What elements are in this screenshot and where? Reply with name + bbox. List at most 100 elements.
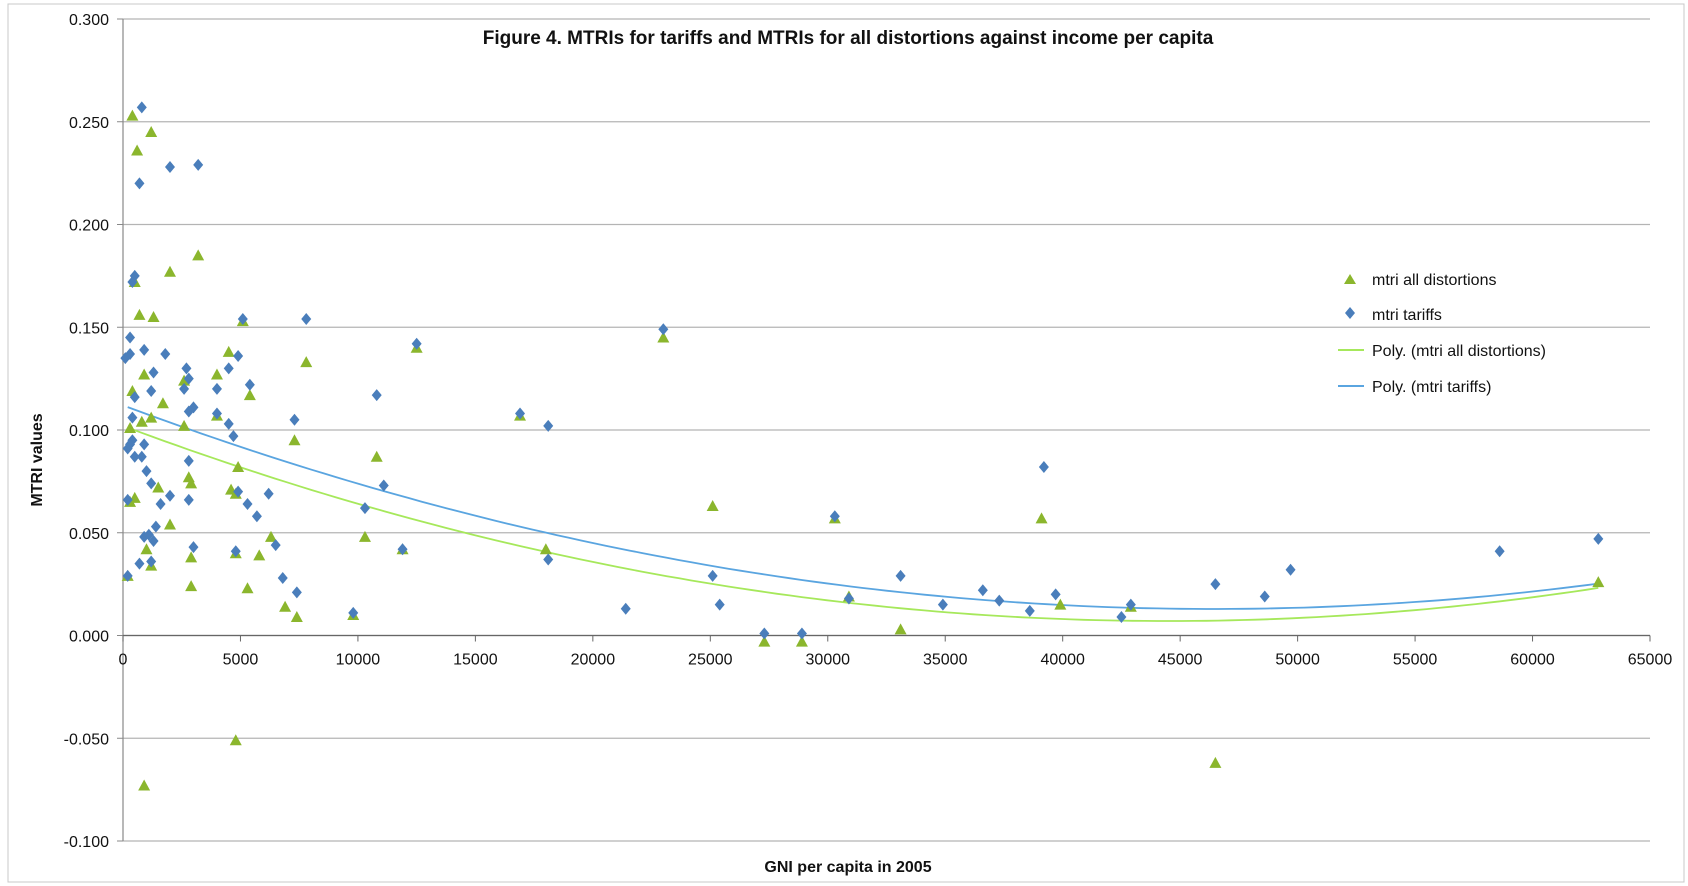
x-tick-label: 15000: [453, 652, 498, 669]
legend-label-all-distortions: mtri all distortions: [1372, 272, 1496, 289]
point-all-distortions: [1209, 756, 1222, 768]
point-tariffs: [164, 160, 175, 173]
trendline-tariffs: [127, 406, 1599, 610]
point-tariffs: [183, 372, 194, 385]
point-all-distortions: [1035, 512, 1048, 524]
chart-frame: [7, 3, 1685, 883]
point-tariffs: [181, 362, 192, 375]
point-all-distortions: [265, 530, 278, 542]
point-tariffs: [233, 350, 244, 363]
point-tariffs: [139, 438, 150, 451]
point-tariffs: [1259, 590, 1270, 603]
point-all-distortions: [185, 477, 198, 489]
point-tariffs: [1210, 578, 1221, 591]
point-all-distortions: [795, 635, 808, 647]
point-tariffs: [895, 569, 906, 582]
point-all-distortions: [1592, 576, 1605, 588]
point-tariffs: [129, 391, 140, 404]
legend-label-tariffs: mtri tariffs: [1372, 307, 1442, 324]
point-tariffs: [160, 347, 171, 360]
point-all-distortions: [185, 551, 198, 563]
point-tariffs: [348, 606, 359, 619]
point-all-distortions: [145, 126, 158, 138]
point-tariffs: [277, 571, 288, 584]
point-tariffs: [658, 323, 669, 336]
point-all-distortions: [1054, 598, 1067, 610]
y-tick-label: 0.100: [69, 423, 109, 440]
point-tariffs: [141, 465, 152, 478]
legend-label-poly-all: Poly. (mtri all distortions): [1372, 343, 1546, 360]
point-tariffs: [244, 378, 255, 391]
y-tick-label: 0.000: [69, 629, 109, 646]
point-tariffs: [223, 362, 234, 375]
point-tariffs: [291, 586, 302, 599]
point-tariffs: [233, 485, 244, 498]
point-all-distortions: [539, 543, 552, 555]
point-tariffs: [707, 569, 718, 582]
point-tariffs: [125, 347, 136, 360]
point-tariffs: [193, 158, 204, 171]
legend-marker-all-distortions-triangle: [1344, 274, 1356, 284]
point-tariffs: [230, 545, 241, 558]
y-tick-label: 0.200: [69, 218, 109, 235]
point-tariffs: [237, 313, 248, 326]
point-all-distortions: [138, 368, 151, 380]
point-tariffs: [136, 450, 147, 463]
point-tariffs: [125, 438, 136, 451]
point-tariffs: [228, 430, 239, 443]
point-tariffs: [977, 584, 988, 597]
y-axis-label: MTRI values: [29, 413, 46, 506]
point-tariffs: [515, 407, 526, 420]
data-points: [120, 101, 1605, 791]
point-all-distortions: [894, 623, 907, 635]
point-all-distortions: [131, 144, 144, 156]
point-tariffs: [127, 411, 138, 424]
point-tariffs: [122, 569, 133, 582]
x-tick-label: 55000: [1393, 652, 1438, 669]
x-tick-label: 45000: [1158, 652, 1203, 669]
point-tariffs: [122, 493, 133, 506]
point-all-distortions: [290, 611, 303, 623]
point-all-distortions: [133, 308, 146, 320]
point-tariffs: [1494, 545, 1505, 558]
point-all-distortions: [300, 356, 313, 368]
point-tariffs: [125, 331, 136, 344]
point-all-distortions: [288, 434, 301, 446]
y-tick-label: 0.300: [69, 12, 109, 29]
x-tick-label: 10000: [336, 652, 381, 669]
point-all-distortions: [370, 450, 383, 462]
x-tick-label: 0: [119, 652, 128, 669]
legend-label-poly-tariffs: Poly. (mtri tariffs): [1372, 379, 1491, 396]
point-tariffs: [188, 401, 199, 414]
point-all-distortions: [253, 549, 266, 561]
point-tariffs: [211, 382, 222, 395]
x-axis-label: GNI per capita in 2005: [764, 859, 931, 876]
point-tariffs: [270, 539, 281, 552]
point-tariffs: [843, 592, 854, 605]
point-all-distortions: [124, 421, 137, 433]
y-tick-label: -0.100: [64, 834, 109, 851]
point-all-distortions: [138, 779, 151, 791]
point-tariffs: [359, 502, 370, 515]
x-tick-label: 5000: [223, 652, 259, 669]
point-tariffs: [937, 598, 948, 611]
point-all-distortions: [178, 419, 191, 431]
y-tick-label: 0.250: [69, 115, 109, 132]
point-all-distortions: [163, 265, 176, 277]
point-tariffs: [759, 627, 770, 640]
x-tick-label: 25000: [688, 652, 733, 669]
chart-title: Figure 4. MTRIs for tariffs and MTRIs fo…: [483, 28, 1214, 49]
point-tariffs: [146, 384, 157, 397]
point-tariffs: [1593, 532, 1604, 545]
point-all-distortions: [192, 249, 205, 261]
point-all-distortions: [145, 411, 158, 423]
point-tariffs: [714, 598, 725, 611]
point-tariffs: [188, 541, 199, 554]
point-tariffs: [829, 510, 840, 523]
point-tariffs: [155, 497, 166, 510]
point-tariffs: [1285, 563, 1296, 576]
point-tariffs: [127, 276, 138, 289]
point-tariffs: [134, 177, 145, 190]
